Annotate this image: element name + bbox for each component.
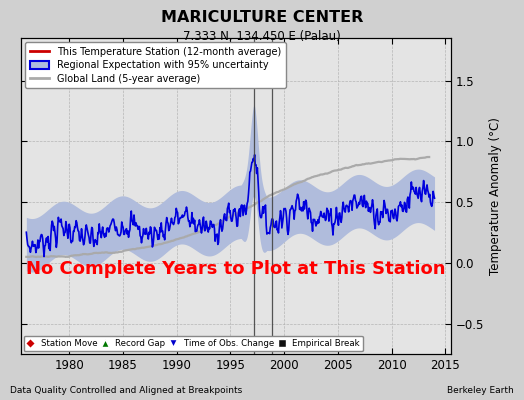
Text: No Complete Years to Plot at This Station: No Complete Years to Plot at This Statio… (26, 260, 445, 278)
Legend: Station Move, Record Gap, Time of Obs. Change, Empirical Break: Station Move, Record Gap, Time of Obs. C… (24, 336, 363, 352)
Text: 7.333 N, 134.450 E (Palau): 7.333 N, 134.450 E (Palau) (183, 30, 341, 43)
Text: Data Quality Controlled and Aligned at Breakpoints: Data Quality Controlled and Aligned at B… (10, 386, 243, 395)
Y-axis label: Temperature Anomaly (°C): Temperature Anomaly (°C) (489, 117, 503, 275)
Text: MARICULTURE CENTER: MARICULTURE CENTER (161, 10, 363, 25)
Text: Berkeley Earth: Berkeley Earth (447, 386, 514, 395)
